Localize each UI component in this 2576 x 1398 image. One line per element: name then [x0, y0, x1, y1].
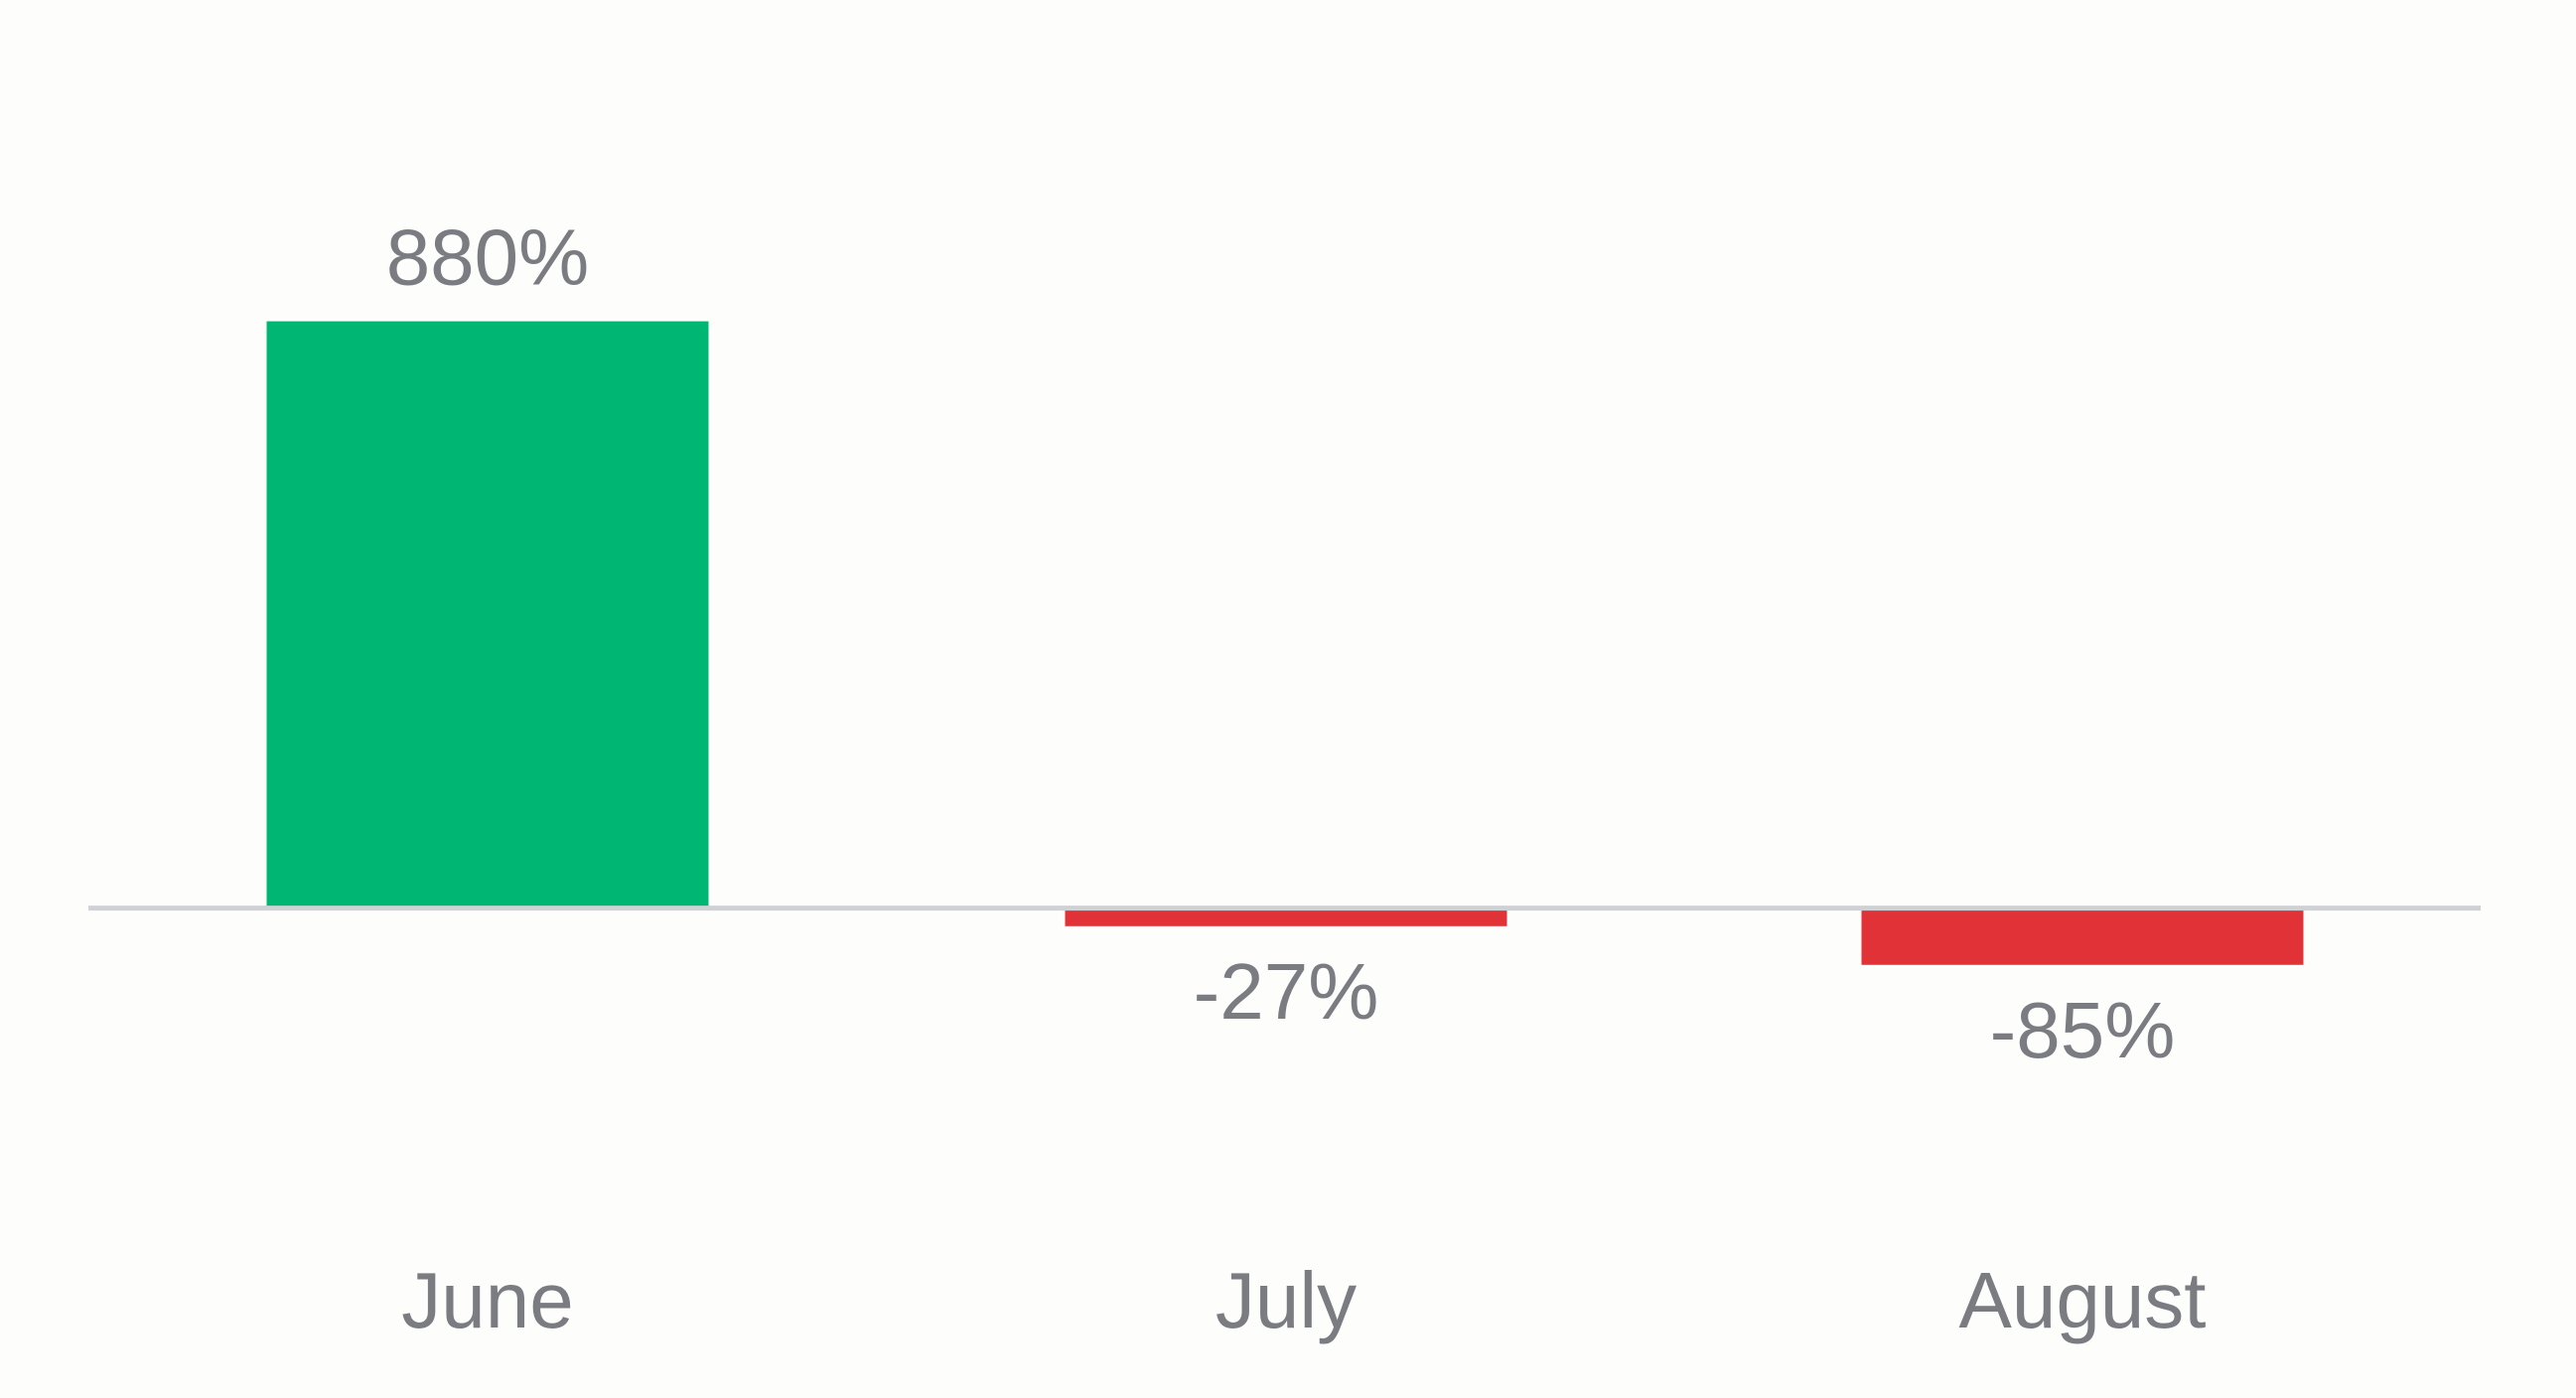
- bar: [1861, 908, 2304, 965]
- bar: [1065, 908, 1507, 926]
- x-tick-label: June: [401, 1256, 573, 1344]
- value-label: 880%: [386, 213, 590, 302]
- value-label: -85%: [1990, 986, 2176, 1074]
- x-tick-label: July: [1216, 1256, 1357, 1344]
- x-tick-label: August: [1958, 1256, 2206, 1344]
- value-label: -27%: [1194, 947, 1379, 1036]
- bar: [266, 321, 709, 909]
